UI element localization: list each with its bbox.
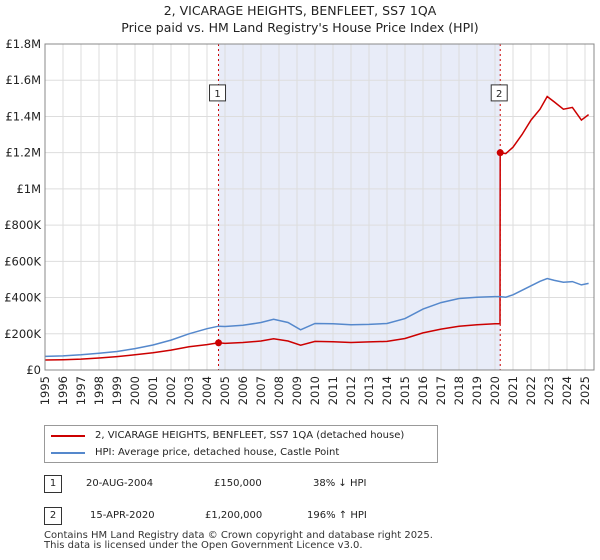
- x-tick-label: 1995: [38, 376, 52, 405]
- ownership-period-shade: [218, 44, 501, 370]
- x-tick-label: 1999: [110, 376, 124, 405]
- x-tick-label: 2011: [326, 376, 340, 405]
- y-tick-label: £800K: [4, 218, 41, 232]
- x-tick-label: 2018: [452, 376, 466, 405]
- x-tick-label: 2024: [560, 376, 574, 405]
- price-chart: 1 2 £0 £200K £400K £600K £800K £1M £1.2M £1.4M £1…: [4, 37, 595, 405]
- x-tick-label: 2001: [146, 376, 160, 405]
- x-tick-label: 2012: [344, 376, 358, 405]
- x-tick-label: 2000: [128, 376, 142, 405]
- y-tick-label: £1.6M: [5, 73, 41, 87]
- transaction-marker-1: 1: [44, 475, 62, 493]
- x-tick-label: 2021: [506, 376, 520, 405]
- attribution-footer: Contains HM Land Registry data © Crown c…: [44, 531, 433, 551]
- x-tick-label: 2006: [236, 376, 250, 405]
- x-tick-label: 2005: [218, 376, 232, 405]
- x-tick-label: 1996: [56, 376, 70, 405]
- transaction-hpi: 38% ↓ HPI: [313, 478, 367, 489]
- legend-swatch-hpi: [51, 452, 85, 454]
- hpi-line: [44, 277, 589, 358]
- x-tick-label: 2019: [470, 376, 484, 405]
- x-tick-label: 2025: [578, 376, 592, 405]
- chart-legend: 2, VICARAGE HEIGHTS, BENFLEET, SS7 1QA (…: [44, 425, 438, 463]
- transaction-date: 20-AUG-2004: [86, 478, 154, 489]
- sale-marker-box: [209, 84, 227, 102]
- x-tick-label: 2004: [200, 376, 214, 405]
- legend-label-property: 2, VICARAGE HEIGHTS, BENFLEET, SS7 1QA (…: [95, 430, 405, 441]
- footer-line-1: Contains HM Land Registry data © Crown c…: [44, 530, 433, 541]
- y-tick-label: £1M: [16, 182, 41, 196]
- x-tick-label: 2009: [290, 376, 304, 405]
- transaction-marker-2: 2: [44, 507, 62, 525]
- x-tick-label: 2017: [434, 376, 448, 405]
- x-tick-label: 2022: [524, 376, 538, 405]
- x-tick-label: 2015: [398, 376, 412, 405]
- legend-swatch-property: [51, 435, 85, 437]
- x-tick-label: 2003: [182, 376, 196, 405]
- property-price-line: [44, 95, 590, 361]
- x-tick-label: 2002: [164, 376, 178, 405]
- transaction-row: 1 20-AUG-2004 £150,000 38% ↓ HPI: [0, 475, 600, 495]
- y-tick-label: £1.8M: [5, 37, 41, 51]
- title-line-2: Price paid vs. HM Land Registry's House …: [121, 20, 479, 35]
- transaction-price: £1,200,000: [205, 510, 263, 521]
- y-tick-label: £0: [26, 363, 41, 377]
- y-tick-label: £600K: [4, 254, 41, 268]
- y-tick-label: £200K: [4, 327, 41, 341]
- x-tick-label: 2007: [254, 376, 268, 405]
- legend-label-hpi: HPI: Average price, detached house, Cast…: [95, 447, 340, 458]
- sale-point: [496, 149, 504, 157]
- transaction-price: £150,000: [214, 478, 262, 489]
- x-tick-label: 1998: [92, 376, 106, 405]
- chart-title: 2, VICARAGE HEIGHTS, BENFLEET, SS7 1QA P…: [0, 2, 600, 36]
- plot-border: [44, 43, 595, 371]
- x-tick-label: 2010: [308, 376, 322, 405]
- x-tick-label: 2023: [542, 376, 556, 405]
- sale-marker-label: 1: [214, 89, 220, 100]
- transaction-date: 15-APR-2020: [90, 510, 155, 521]
- sale-marker-label: 2: [496, 89, 502, 100]
- x-tick-label: 2016: [416, 376, 430, 405]
- title-line-1: 2, VICARAGE HEIGHTS, BENFLEET, SS7 1QA: [163, 3, 437, 18]
- x-tick-label: 2013: [362, 376, 376, 405]
- sale-point: [215, 339, 223, 347]
- x-tick-label: 1997: [74, 376, 88, 405]
- transaction-hpi: 196% ↑ HPI: [307, 510, 367, 521]
- y-tick-label: £400K: [4, 291, 41, 305]
- x-tick-label: 2014: [380, 376, 394, 405]
- footer-line-2: This data is licensed under the Open Gov…: [44, 540, 363, 551]
- sale-marker-box: [490, 84, 508, 102]
- y-tick-label: £1.2M: [5, 146, 41, 160]
- x-tick-label: 2008: [272, 376, 286, 405]
- transaction-row: 2 15-APR-2020 £1,200,000 196% ↑ HPI: [0, 507, 600, 527]
- y-tick-label: £1.4M: [5, 109, 41, 123]
- x-tick-label: 2020: [488, 376, 502, 405]
